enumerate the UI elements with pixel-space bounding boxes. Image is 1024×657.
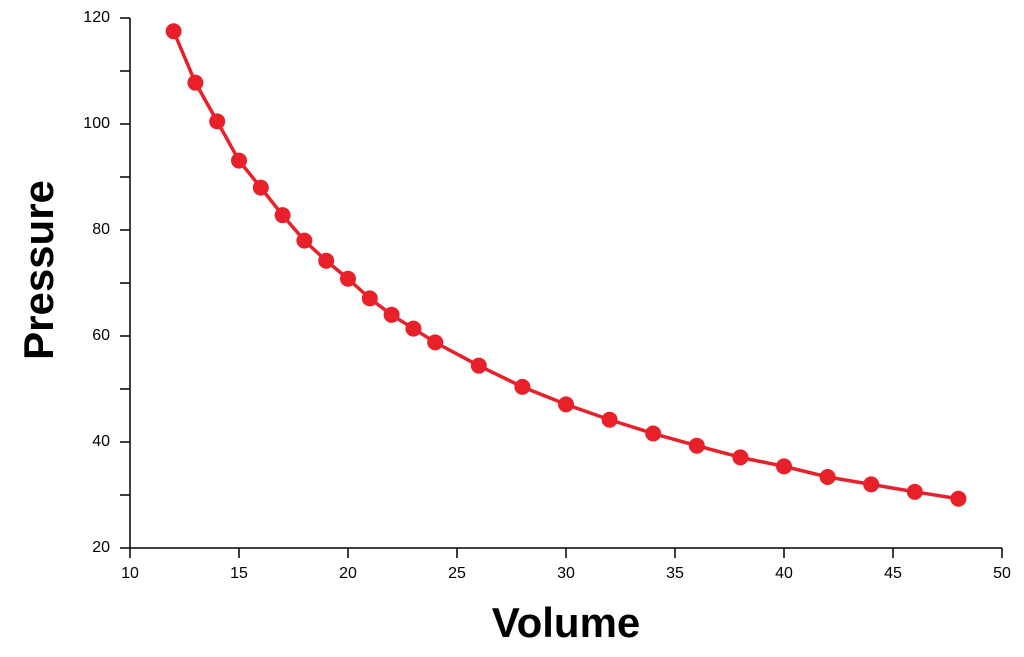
data-point — [732, 449, 749, 466]
data-point — [318, 252, 335, 269]
data-point — [645, 425, 662, 442]
data-point — [427, 334, 444, 351]
y-tick-label: 60 — [92, 327, 110, 344]
y-axis-title: Pressure — [15, 180, 62, 360]
data-point — [209, 113, 226, 130]
x-tick-label: 45 — [884, 565, 902, 582]
data-point — [688, 437, 705, 454]
data-point — [514, 378, 531, 395]
data-point — [906, 483, 923, 500]
data-point — [252, 179, 269, 196]
data-point — [274, 207, 291, 224]
data-point — [296, 232, 313, 249]
x-axis-title: Volume — [492, 599, 641, 646]
x-tick-label: 15 — [230, 565, 248, 582]
y-tick-label: 40 — [92, 433, 110, 450]
data-point — [470, 357, 487, 374]
x-tick-label: 50 — [993, 565, 1011, 582]
x-tick-label: 35 — [666, 565, 684, 582]
data-point — [187, 74, 204, 91]
x-tick-label: 20 — [339, 565, 357, 582]
data-point — [340, 270, 356, 287]
data-point — [950, 490, 967, 507]
data-point — [601, 411, 618, 428]
data-point — [165, 23, 182, 40]
data-point — [361, 290, 378, 307]
y-tick-label: 100 — [83, 115, 110, 132]
y-tick-label: 120 — [83, 9, 110, 26]
data-point — [863, 476, 880, 493]
data-point — [819, 468, 836, 485]
y-tick-label: 80 — [92, 221, 110, 238]
x-tick-label: 10 — [121, 565, 139, 582]
data-point — [558, 396, 574, 413]
series-line — [171, 30, 959, 501]
y-tick-label: 20 — [92, 539, 110, 556]
data-point — [231, 152, 247, 169]
data-point — [776, 458, 792, 475]
x-tick-label: 30 — [557, 565, 575, 582]
x-tick-label: 40 — [775, 565, 793, 582]
x-tick-label: 25 — [448, 565, 466, 582]
data-point — [405, 320, 422, 337]
data-point — [383, 306, 400, 323]
